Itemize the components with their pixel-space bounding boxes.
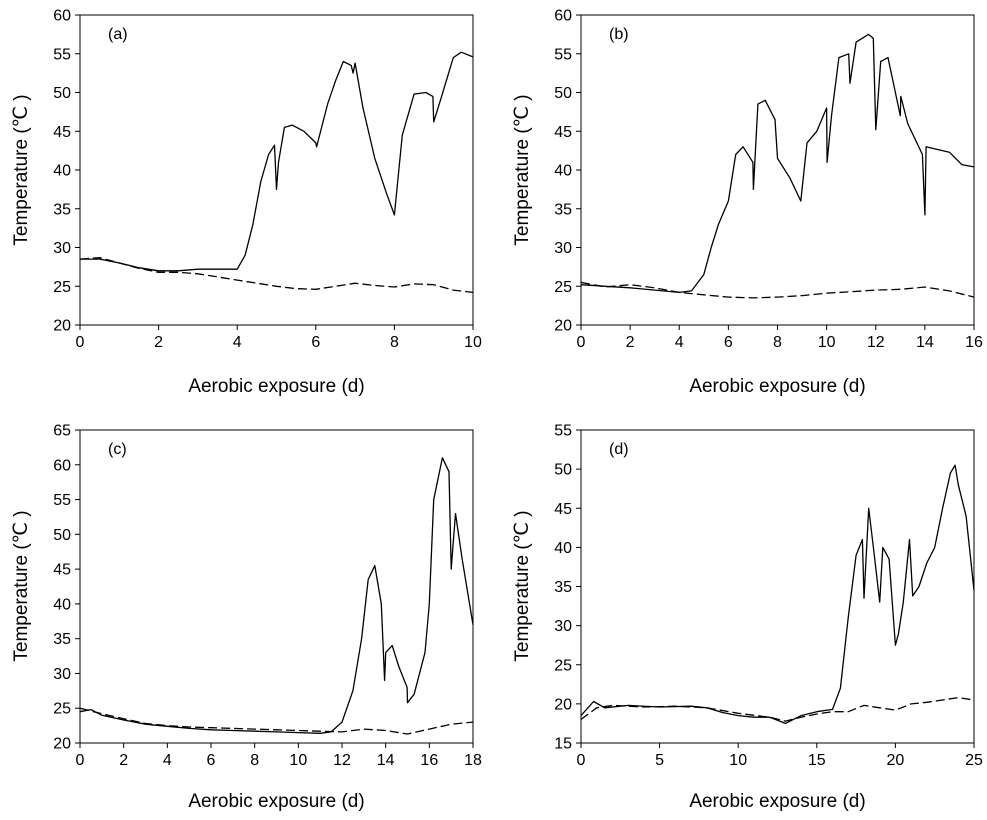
x-tick-label: 8 (773, 334, 782, 351)
solid-series-line (80, 51, 474, 272)
y-tick-label: 30 (554, 240, 572, 257)
x-axis-title: Aerobic exposure (d) (689, 376, 865, 397)
y-tick-label: 30 (53, 666, 71, 683)
y-tick-label: 45 (554, 124, 572, 141)
y-tick-label: 55 (554, 46, 572, 63)
y-tick-label: 40 (53, 163, 71, 180)
x-tick-label: 20 (887, 752, 905, 769)
y-tick-label: 20 (554, 696, 572, 713)
chart-panel-1: 0 2 4 6 8 10 20 25 30 35 40 45 50 55 60 (a) Aerobic expo… (11, 8, 482, 398)
dashed-series-line (79, 707, 474, 735)
y-tick-label: 35 (554, 201, 572, 218)
y-tick-label: 35 (53, 201, 71, 218)
y-tick-label: 30 (554, 618, 572, 635)
solid-series-line (79, 457, 474, 734)
solid-series-line (580, 33, 975, 294)
x-tick-label: 2 (626, 334, 635, 351)
panel-label: (d) (609, 441, 629, 458)
x-tick-label: 8 (250, 752, 259, 769)
x-tick-label: 4 (233, 334, 242, 351)
y-tick-label: 55 (554, 423, 572, 440)
y-tick-label: 55 (53, 46, 71, 63)
y-tick-label: 35 (53, 631, 71, 648)
y-tick-label: 50 (554, 462, 572, 479)
y-tick-label: 25 (53, 279, 71, 296)
x-tick-label: 25 (965, 752, 983, 769)
chart-panel-2: 0 2 4 6 8 10 12 14 16 20 25 30 35 40 45 50 55 60 (b) Aerobi… (512, 8, 983, 398)
chart-panel-3: 0 2 4 6 8 10 12 14 16 18 20 25 30 35 40 45 50 55 60 65 (c) Ae… (11, 423, 482, 813)
y-tick-label: 40 (554, 163, 572, 180)
x-tick-label: 4 (675, 334, 684, 351)
y-tick-label: 40 (554, 540, 572, 557)
x-tick-label: 10 (289, 752, 307, 769)
y-axis-title: Temperature (℃ ) (11, 94, 32, 245)
x-axis-title: Aerobic exposure (d) (188, 791, 364, 812)
plot-frame (79, 429, 474, 744)
x-tick-label: 6 (207, 752, 216, 769)
chart-panel-4: 0 5 10 15 20 25 15 20 25 30 35 40 45 50 55 (d) Aerobic e… (512, 423, 983, 813)
x-tick-label: 12 (333, 752, 351, 769)
y-tick-label: 50 (53, 527, 71, 544)
x-tick-label: 6 (311, 334, 320, 351)
y-tick-label: 20 (53, 318, 71, 335)
y-axis-title: Temperature (℃ ) (11, 510, 32, 661)
solid-series-line (580, 464, 975, 725)
x-tick-label: 12 (867, 334, 885, 351)
x-tick-label: 10 (464, 334, 482, 351)
x-tick-label: 0 (76, 752, 85, 769)
panel-label: (b) (609, 26, 629, 43)
y-tick-label: 60 (53, 8, 71, 25)
panel-label: (c) (108, 441, 127, 458)
x-tick-label: 0 (577, 752, 586, 769)
y-tick-label: 25 (554, 657, 572, 674)
panel-label: (a) (108, 26, 128, 43)
y-tick-label: 35 (554, 579, 572, 596)
x-tick-label: 0 (76, 334, 85, 351)
x-tick-label: 6 (724, 334, 733, 351)
y-tick-label: 55 (53, 492, 71, 509)
x-tick-label: 14 (377, 752, 395, 769)
x-tick-label: 10 (729, 752, 747, 769)
y-tick-label: 65 (53, 423, 71, 440)
plot-frame (580, 429, 975, 744)
x-axis-title: Aerobic exposure (d) (689, 791, 865, 812)
y-tick-label: 50 (554, 85, 572, 102)
y-tick-label: 45 (554, 501, 572, 518)
y-tick-label: 45 (53, 124, 71, 141)
dashed-series-line (79, 256, 474, 294)
plot-frame (580, 14, 975, 326)
y-tick-label: 20 (554, 318, 572, 335)
x-tick-label: 4 (163, 752, 172, 769)
dashed-series-line (580, 281, 975, 299)
y-tick-label: 50 (53, 85, 71, 102)
y-axis-title: Temperature (℃ ) (512, 94, 533, 245)
plot-frame (79, 14, 474, 326)
x-tick-label: 5 (655, 752, 664, 769)
x-tick-label: 0 (577, 334, 586, 351)
y-tick-label: 30 (53, 240, 71, 257)
x-tick-label: 2 (154, 334, 163, 351)
y-tick-label: 60 (53, 457, 71, 474)
y-tick-label: 40 (53, 596, 71, 613)
x-tick-label: 14 (916, 334, 934, 351)
x-tick-label: 8 (390, 334, 399, 351)
y-tick-label: 25 (554, 279, 572, 296)
y-tick-label: 15 (554, 736, 572, 753)
x-tick-label: 2 (119, 752, 128, 769)
x-tick-label: 10 (818, 334, 836, 351)
x-tick-label: 15 (808, 752, 826, 769)
y-tick-label: 60 (554, 8, 572, 25)
x-tick-label: 18 (464, 752, 482, 769)
x-axis-title: Aerobic exposure (d) (188, 376, 364, 397)
y-axis-title: Temperature (℃ ) (512, 510, 533, 661)
dashed-series-line (580, 696, 975, 722)
y-tick-label: 25 (53, 701, 71, 718)
x-tick-label: 16 (965, 334, 983, 351)
y-tick-label: 20 (53, 736, 71, 753)
y-tick-label: 45 (53, 562, 71, 579)
x-tick-label: 16 (420, 752, 438, 769)
